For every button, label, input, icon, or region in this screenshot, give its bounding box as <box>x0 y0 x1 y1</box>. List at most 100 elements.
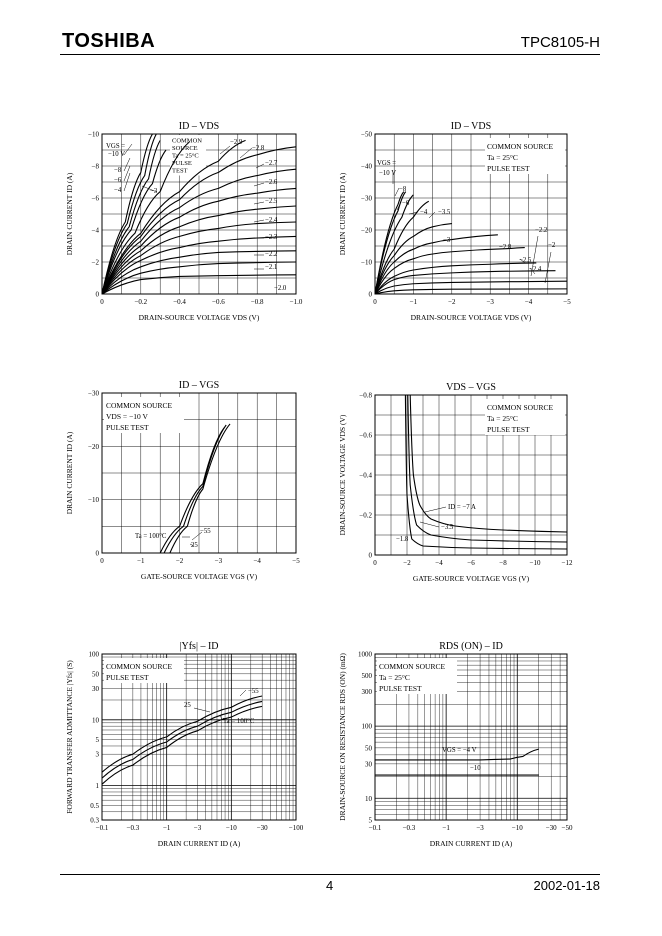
x-tick-label: −2 <box>448 298 456 306</box>
series-line <box>101 133 157 295</box>
x-tick-label: −0.3 <box>127 824 140 832</box>
x-tick-label: −0.4 <box>173 298 186 306</box>
text-block-line: COMMON SOURCE <box>106 662 172 671</box>
leader-line <box>141 185 158 193</box>
annotation-label: −4 <box>420 209 428 216</box>
leader-line <box>253 201 265 205</box>
x-tick-label: −100 <box>289 824 304 832</box>
y-tick-label: −6 <box>92 195 100 203</box>
x-tick-label: −3 <box>215 557 223 565</box>
annotation-label: −6 <box>114 177 122 184</box>
chart-vds-vgs: 0 −2 −4 −6 −8 −10 −12 0 −0.2 −0.4 −0.6 −0.8 VDS – VG… <box>338 382 573 583</box>
y-tick-label: −20 <box>88 443 99 451</box>
annotation-label: −2.8 <box>252 145 265 152</box>
annotation-label: −10 V <box>108 151 125 158</box>
series-line <box>101 168 297 295</box>
y-axis-label: DRAIN-SOURCE ON RESISTANCE RDS (ON) (mΩ) <box>338 653 347 821</box>
text-block-line: SOURCE <box>172 145 198 152</box>
series-line <box>375 748 539 761</box>
x-tick-label: −5 <box>292 557 300 565</box>
chart-title: ID – VDS <box>179 121 219 132</box>
text-block-line: PULSE TEST <box>106 673 149 682</box>
series-line <box>101 205 297 295</box>
annotation-label: −2.3 <box>265 234 278 241</box>
annotation-label: −1.8 <box>396 536 409 543</box>
y-tick-label: −0.8 <box>359 392 372 400</box>
leader-line <box>396 201 402 211</box>
text-block-line: PULSE TEST <box>487 164 530 173</box>
chart-title: ID – VGS <box>179 380 219 391</box>
annotation-label: −55 <box>200 528 211 535</box>
y-tick-label: −8 <box>92 163 100 171</box>
y-tick-label: 100 <box>362 723 373 731</box>
text-block-bg <box>170 135 206 176</box>
plot-frame <box>374 653 568 821</box>
x-tick-label: −0.8 <box>251 298 264 306</box>
chart-title: |Yfs| – ID <box>180 641 219 652</box>
series-line <box>407 394 568 543</box>
leader-line <box>408 211 419 215</box>
plot-frame <box>374 133 568 295</box>
x-tick-label: −0.1 <box>96 824 109 832</box>
series-line <box>374 223 452 295</box>
text-block-bg <box>485 138 565 174</box>
series-line <box>101 261 297 295</box>
company-logo: TOSHIBA <box>62 30 156 52</box>
y-tick-label: 0 <box>369 552 373 560</box>
leader-line <box>519 258 526 264</box>
series-line <box>101 140 161 295</box>
series-line <box>374 262 537 295</box>
annotation-label: −8 <box>399 186 407 193</box>
x-tick-label: −2 <box>403 559 411 567</box>
text-block-line: PULSE TEST <box>487 425 530 434</box>
x-tick-label: −5 <box>563 298 571 306</box>
page-number: 4 <box>326 878 334 893</box>
leader-line <box>255 163 265 169</box>
x-tick-label: −1 <box>137 557 145 565</box>
text-block-line: Ta = 25°C <box>172 153 199 160</box>
y-axis-label: DRAIN CURRENT ID (A) <box>65 431 74 514</box>
y-tick-label: −10 <box>88 496 99 504</box>
y-tick-label: −0.2 <box>359 512 372 520</box>
leader-line <box>123 172 131 192</box>
y-tick-label: 10 <box>365 795 373 803</box>
y-tick-label: 3 <box>96 751 100 759</box>
y-tick-label: 10 <box>92 716 100 724</box>
leader-line <box>191 531 203 541</box>
x-tick-label: −4 <box>435 559 443 567</box>
y-axis-label: DRAIN CURRENT ID (A) <box>338 172 347 255</box>
chart-id-vgs: 0 −1 −2 −3 −4 −5 0 −10 −20 −30 ID – VGS GATE-SOURCE… <box>65 380 300 581</box>
chart-title: RDS (ON) – ID <box>439 641 503 652</box>
x-tick-label: −0.1 <box>369 824 382 832</box>
y-tick-label: −30 <box>361 195 372 203</box>
y-tick-label: 500 <box>362 672 373 680</box>
x-tick-label: −2 <box>176 557 184 565</box>
x-tick-label: −3 <box>486 298 494 306</box>
annotation-label: −2.7 <box>265 160 278 167</box>
series-line <box>101 695 263 773</box>
chart-yfs-id: −0.1 −0.3 −1 −3 −10 −30 −100 0.3 0.5 1 3 5 10 30 50 100… <box>65 641 304 848</box>
y-axis-label: FORWARD TRANSFER ADMITTANCE |Yfs| (S) <box>65 660 74 814</box>
y-tick-label: 30 <box>365 760 373 768</box>
x-axis-label: GATE-SOURCE VOLTAGE VGS (V) <box>413 574 530 583</box>
series-line <box>374 288 568 295</box>
annotation-label: −2.4 <box>529 266 542 273</box>
y-tick-label: 1000 <box>358 651 373 659</box>
annotation-label: ID = −7 A <box>448 504 476 511</box>
text-block-line: VDS = −10 V <box>106 412 148 421</box>
annotation-label: −8 <box>114 167 122 174</box>
annotation-label: VGS = <box>106 143 125 150</box>
x-tick-label: −4 <box>253 557 261 565</box>
x-tick-label: −10 <box>226 824 237 832</box>
series-line <box>374 191 407 295</box>
x-tick-label: 0 <box>373 298 377 306</box>
text-block-line: COMMON SOURCE <box>487 142 553 151</box>
x-tick-label: −1 <box>163 824 171 832</box>
annotation-label: −10 <box>470 765 481 772</box>
y-tick-label: 0.3 <box>90 817 99 825</box>
x-tick-label: −1 <box>442 824 450 832</box>
part-number: TPC8105-H <box>520 34 600 51</box>
text-block-line: COMMON SOURCE <box>106 401 172 410</box>
leader-line <box>544 251 552 284</box>
y-tick-label: −50 <box>361 131 372 139</box>
